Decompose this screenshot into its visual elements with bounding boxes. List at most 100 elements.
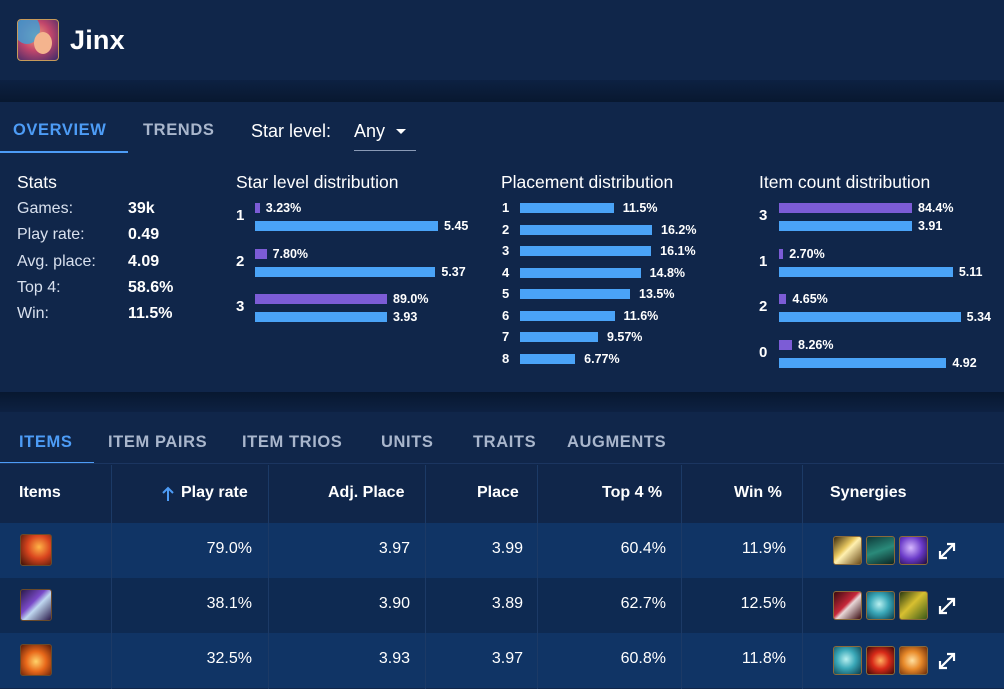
orange-claw-icon[interactable]: [899, 646, 928, 675]
header-adj-place[interactable]: Adj. Place: [328, 484, 405, 501]
stat-value-win: 11.5%: [128, 305, 173, 322]
star-dist-avg-label: 5.37: [441, 265, 466, 279]
tab-item-pairs[interactable]: ITEM PAIRS: [108, 433, 208, 451]
header-items[interactable]: Items: [19, 484, 61, 501]
star-dist-avg-bar: [255, 312, 387, 322]
red-orb-icon[interactable]: [866, 646, 895, 675]
item-count-dist-avg-label: 5.11: [958, 265, 983, 279]
stat-label-play-rate: Play rate:: [17, 226, 85, 243]
stat-value-top4: 58.6%: [128, 279, 174, 296]
overview-panel: [0, 102, 1004, 392]
placement-bar: [520, 353, 576, 364]
item-count-dist-key: 2: [759, 298, 768, 315]
star-dist-key: 3: [236, 298, 245, 315]
item-count-dist-avg-bar: [779, 267, 953, 277]
cell-win: 11.9%: [741, 540, 786, 557]
tab-augments[interactable]: AUGMENTS: [567, 433, 667, 451]
stats-title: Stats: [17, 172, 57, 192]
cell-top4: 60.4%: [620, 540, 666, 557]
placement-key: 5: [502, 286, 510, 301]
item-count-dist-share-bar: [779, 249, 784, 259]
cell-win: 12.5%: [740, 595, 786, 612]
placement-key: 4: [502, 264, 510, 280]
flame-hand-item-icon[interactable]: [20, 644, 52, 676]
cell-play-rate: 79.0%: [206, 540, 252, 557]
item-count-dist-share-label: 2.70%: [789, 247, 825, 261]
placement-key: 3: [502, 243, 510, 258]
stat-label-avg-place: Avg. place:: [17, 253, 96, 270]
tab-trends[interactable]: TRENDS: [143, 121, 215, 139]
red-blade-icon[interactable]: [833, 591, 862, 620]
placement-label: 11.5%: [622, 201, 658, 215]
item-count-dist-avg-bar: [779, 358, 947, 368]
star-level-value: Any: [354, 121, 386, 141]
header-place[interactable]: Place: [477, 484, 519, 501]
item-count-dist-key: 0: [759, 344, 768, 361]
placement-key: 1: [502, 200, 510, 215]
star-dist-share-bar: [255, 249, 267, 259]
fiery-blade-item-icon[interactable]: [20, 534, 52, 566]
purple-claw-icon[interactable]: [899, 536, 928, 565]
item-count-dist-share-bar: [779, 294, 787, 304]
golden-bow-icon[interactable]: [833, 536, 862, 565]
gold-triangle-icon[interactable]: [899, 591, 928, 620]
placement-label: 13.5%: [639, 287, 675, 301]
star-dist-key: 2: [236, 253, 245, 270]
stat-value-avg-place: 4.09: [128, 253, 160, 270]
placement-label: 11.6%: [623, 308, 659, 323]
placement-bar: [520, 224, 652, 235]
tab-overview[interactable]: OVERVIEW: [13, 121, 107, 139]
star-dist-share-bar: [255, 294, 387, 304]
cell-adj-place: 3.93: [378, 650, 410, 667]
expand-icon[interactable]: [936, 595, 958, 617]
arrow-up-icon[interactable]: [161, 486, 175, 502]
header-win[interactable]: Win %: [734, 484, 782, 501]
cell-top4: 62.7%: [620, 595, 666, 612]
expand-icon[interactable]: [936, 650, 958, 672]
placement-bar: [520, 332, 598, 342]
stat-label-games: Games:: [17, 200, 74, 217]
item-count-dist-avg-label: 5.34: [966, 310, 991, 324]
teal-shell-icon[interactable]: [866, 591, 895, 620]
item-count-dist-share-label: 84.4%: [918, 201, 954, 215]
cell-top4: 60.8%: [620, 650, 666, 667]
star-dist-share-label: 7.80%: [272, 247, 309, 261]
item-count-dist-share-label: 4.65%: [792, 292, 828, 306]
stat-value-games: 39k: [128, 200, 155, 217]
green-cloak-icon[interactable]: [866, 536, 895, 565]
crossbow-item-icon[interactable]: [20, 589, 52, 621]
stat-value-play-rate: 0.49: [128, 226, 160, 243]
cell-play-rate: 38.1%: [206, 595, 252, 612]
star-dist-share-label: 89.0%: [393, 292, 429, 306]
tab-units[interactable]: UNITS: [381, 433, 434, 451]
star-dist-avg-label: 3.93: [393, 310, 418, 324]
item-count-dist-share-label: 8.26%: [798, 338, 834, 352]
item-count-dist-share-bar: [779, 340, 793, 350]
header-top4[interactable]: Top 4 %: [602, 484, 663, 501]
item-count-dist-key: 3: [759, 207, 768, 224]
star-dist-avg-bar: [255, 221, 439, 231]
tab-overview-underline: [0, 151, 128, 153]
header-synergies: Synergies: [830, 484, 907, 501]
placement-key: 7: [502, 329, 510, 344]
cell-place: 3.99: [491, 540, 523, 557]
item-count-dist-share-bar: [779, 203, 912, 213]
tab-items[interactable]: ITEMS: [19, 433, 73, 451]
header-play-rate[interactable]: Play rate: [181, 484, 248, 501]
champion-portrait: [17, 19, 59, 61]
star-dist-share-label: 3.23%: [265, 201, 302, 215]
star-level-select[interactable]: Any: [354, 119, 416, 151]
champion-name: Jinx: [70, 25, 125, 55]
placement-key: 8: [502, 350, 510, 366]
cell-place: 3.89: [491, 595, 523, 612]
placement-label: 9.57%: [606, 330, 643, 344]
tab-item-trios[interactable]: ITEM TRIOS: [242, 433, 343, 451]
expand-icon[interactable]: [936, 540, 958, 562]
item-count-dist-avg-bar: [779, 221, 912, 231]
stat-label-top4: Top 4:: [17, 279, 61, 296]
placement-label: 16.1%: [660, 244, 696, 258]
tab-traits[interactable]: TRAITS: [473, 433, 537, 451]
teal-shell-icon[interactable]: [833, 646, 862, 675]
placement-bar: [520, 246, 652, 256]
item-count-dist-avg-label: 4.92: [952, 356, 977, 370]
